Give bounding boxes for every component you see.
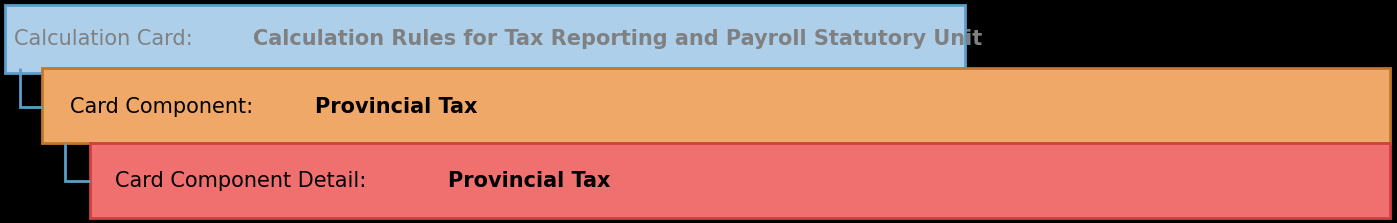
Text: Card Component:: Card Component: <box>70 97 260 117</box>
Text: Provincial Tax: Provincial Tax <box>448 171 610 191</box>
Bar <box>42 68 1390 143</box>
Bar <box>89 143 1390 218</box>
Bar <box>6 5 965 73</box>
Text: Calculation Rules for Tax Reporting and Payroll Statutory Unit: Calculation Rules for Tax Reporting and … <box>253 29 982 49</box>
Text: Card Component Detail:: Card Component Detail: <box>115 171 373 191</box>
Text: Provincial Tax: Provincial Tax <box>314 97 478 117</box>
Text: Calculation Card:: Calculation Card: <box>14 29 200 49</box>
